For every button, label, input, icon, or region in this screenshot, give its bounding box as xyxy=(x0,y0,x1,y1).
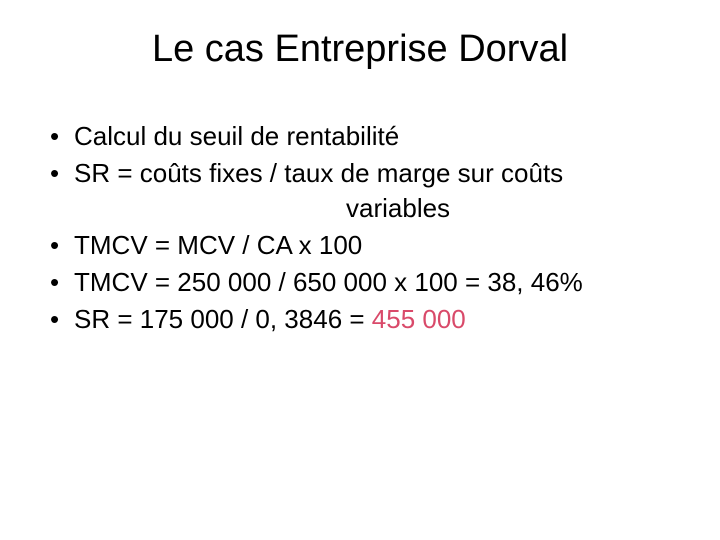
bullet-text-continuation: variables xyxy=(74,191,690,226)
bullet-text: TMCV = 250 000 / 650 000 x 100 = 38, 46% xyxy=(74,267,583,297)
slide-container: Le cas Entreprise Dorval Calcul du seuil… xyxy=(0,0,720,540)
bullet-item: Calcul du seuil de rentabilité xyxy=(50,119,690,154)
bullet-text: Calcul du seuil de rentabilité xyxy=(74,121,399,151)
bullet-item: TMCV = 250 000 / 650 000 x 100 = 38, 46% xyxy=(50,265,690,300)
highlighted-value: 455 000 xyxy=(372,304,466,334)
bullet-text: SR = 175 000 / 0, 3846 = xyxy=(74,304,372,334)
bullet-item: SR = coûts fixes / taux de marge sur coû… xyxy=(50,156,690,226)
bullet-text: TMCV = MCV / CA x 100 xyxy=(74,230,362,260)
bullet-item: SR = 175 000 / 0, 3846 = 455 000 xyxy=(50,302,690,337)
bullet-list: Calcul du seuil de rentabilité SR = coût… xyxy=(30,119,690,338)
bullet-item: TMCV = MCV / CA x 100 xyxy=(50,228,690,263)
slide-title: Le cas Entreprise Dorval xyxy=(30,28,690,71)
bullet-text: SR = coûts fixes / taux de marge sur coû… xyxy=(74,158,563,188)
